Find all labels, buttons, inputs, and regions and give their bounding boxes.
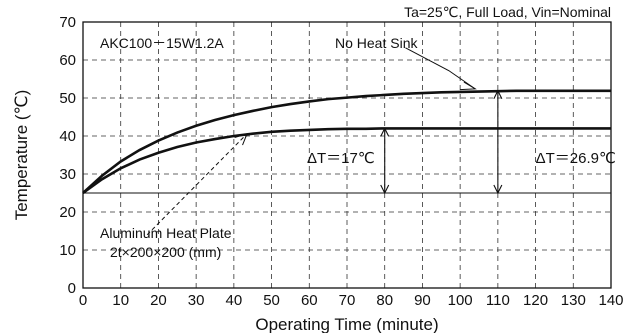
x-tick-label: 0 (79, 292, 87, 309)
curve-layer (82, 47, 611, 236)
delta-t-arrow-no-heat-sink (493, 89, 503, 195)
x-tick-label: 130 (561, 292, 586, 309)
x-tick-label: 90 (414, 292, 431, 309)
no-heat-sink-label: No Heat Sink (335, 35, 418, 51)
aluminum-leader (146, 133, 248, 236)
y-axis-title: Temperature (℃) (12, 90, 31, 221)
plot-frame (82, 21, 612, 289)
x-axis-title: Operating Time (minute) (255, 315, 438, 333)
aluminum-plate-label: Aluminum Heat Plate (100, 225, 232, 241)
tick-labels: 0 10 20 30 40 50 60 70 80 90 100 110 120 130 140 0 10 20 3… (59, 14, 623, 309)
y-tick-label: 30 (59, 166, 76, 183)
delta-t-arrow-aluminum-head-top (380, 127, 390, 137)
delta-t-arrow-no-heat-sink-head-bottom (493, 184, 503, 195)
aluminum-plate-size-label: 2t×200×200 (mm) (110, 244, 221, 260)
y-tick-label: 70 (59, 14, 76, 31)
y-tick-label: 40 (59, 128, 76, 145)
x-tick-label: 50 (263, 292, 280, 309)
aluminum-heat-plate-series (82, 127, 611, 195)
x-tick-label: 40 (226, 292, 243, 309)
y-tick-label: 10 (59, 242, 76, 259)
delta-t-no-heat-sink-label: ΔT＝26.9℃ (536, 150, 616, 167)
x-tick-label: 100 (448, 292, 473, 309)
conditions-label: Ta=25℃, Full Load, Vin=Nominal (404, 4, 611, 20)
x-tick-label: 70 (339, 292, 356, 309)
delta-t-arrow-aluminum-head-bottom (380, 184, 390, 195)
no-heat-sink-leader-head (460, 81, 477, 91)
x-tick-label: 80 (376, 292, 393, 309)
x-tick-label: 30 (188, 292, 205, 309)
x-tick-label: 20 (150, 292, 167, 309)
y-tick-label: 20 (59, 204, 76, 221)
y-tick-label: 50 (59, 90, 76, 107)
x-tick-label: 120 (523, 292, 548, 309)
y-tick-label: 60 (59, 52, 76, 69)
delta-t-aluminum-label: ΔT＝17℃ (307, 150, 375, 167)
aluminum-leader-head (234, 132, 248, 146)
x-tick-label: 110 (486, 292, 510, 309)
x-tick-label: 140 (598, 292, 623, 309)
no-heat-sink-series (82, 89, 611, 194)
delta-t-arrow-aluminum (380, 127, 390, 195)
x-tick-label: 60 (301, 292, 318, 309)
no-heat-sink-leader (405, 47, 476, 90)
y-tick-label: 0 (68, 280, 76, 297)
delta-t-arrow-no-heat-sink-head-top (493, 89, 503, 100)
x-tick-label: 10 (112, 292, 129, 309)
model-label: AKC100－15W1.2A (100, 35, 224, 51)
